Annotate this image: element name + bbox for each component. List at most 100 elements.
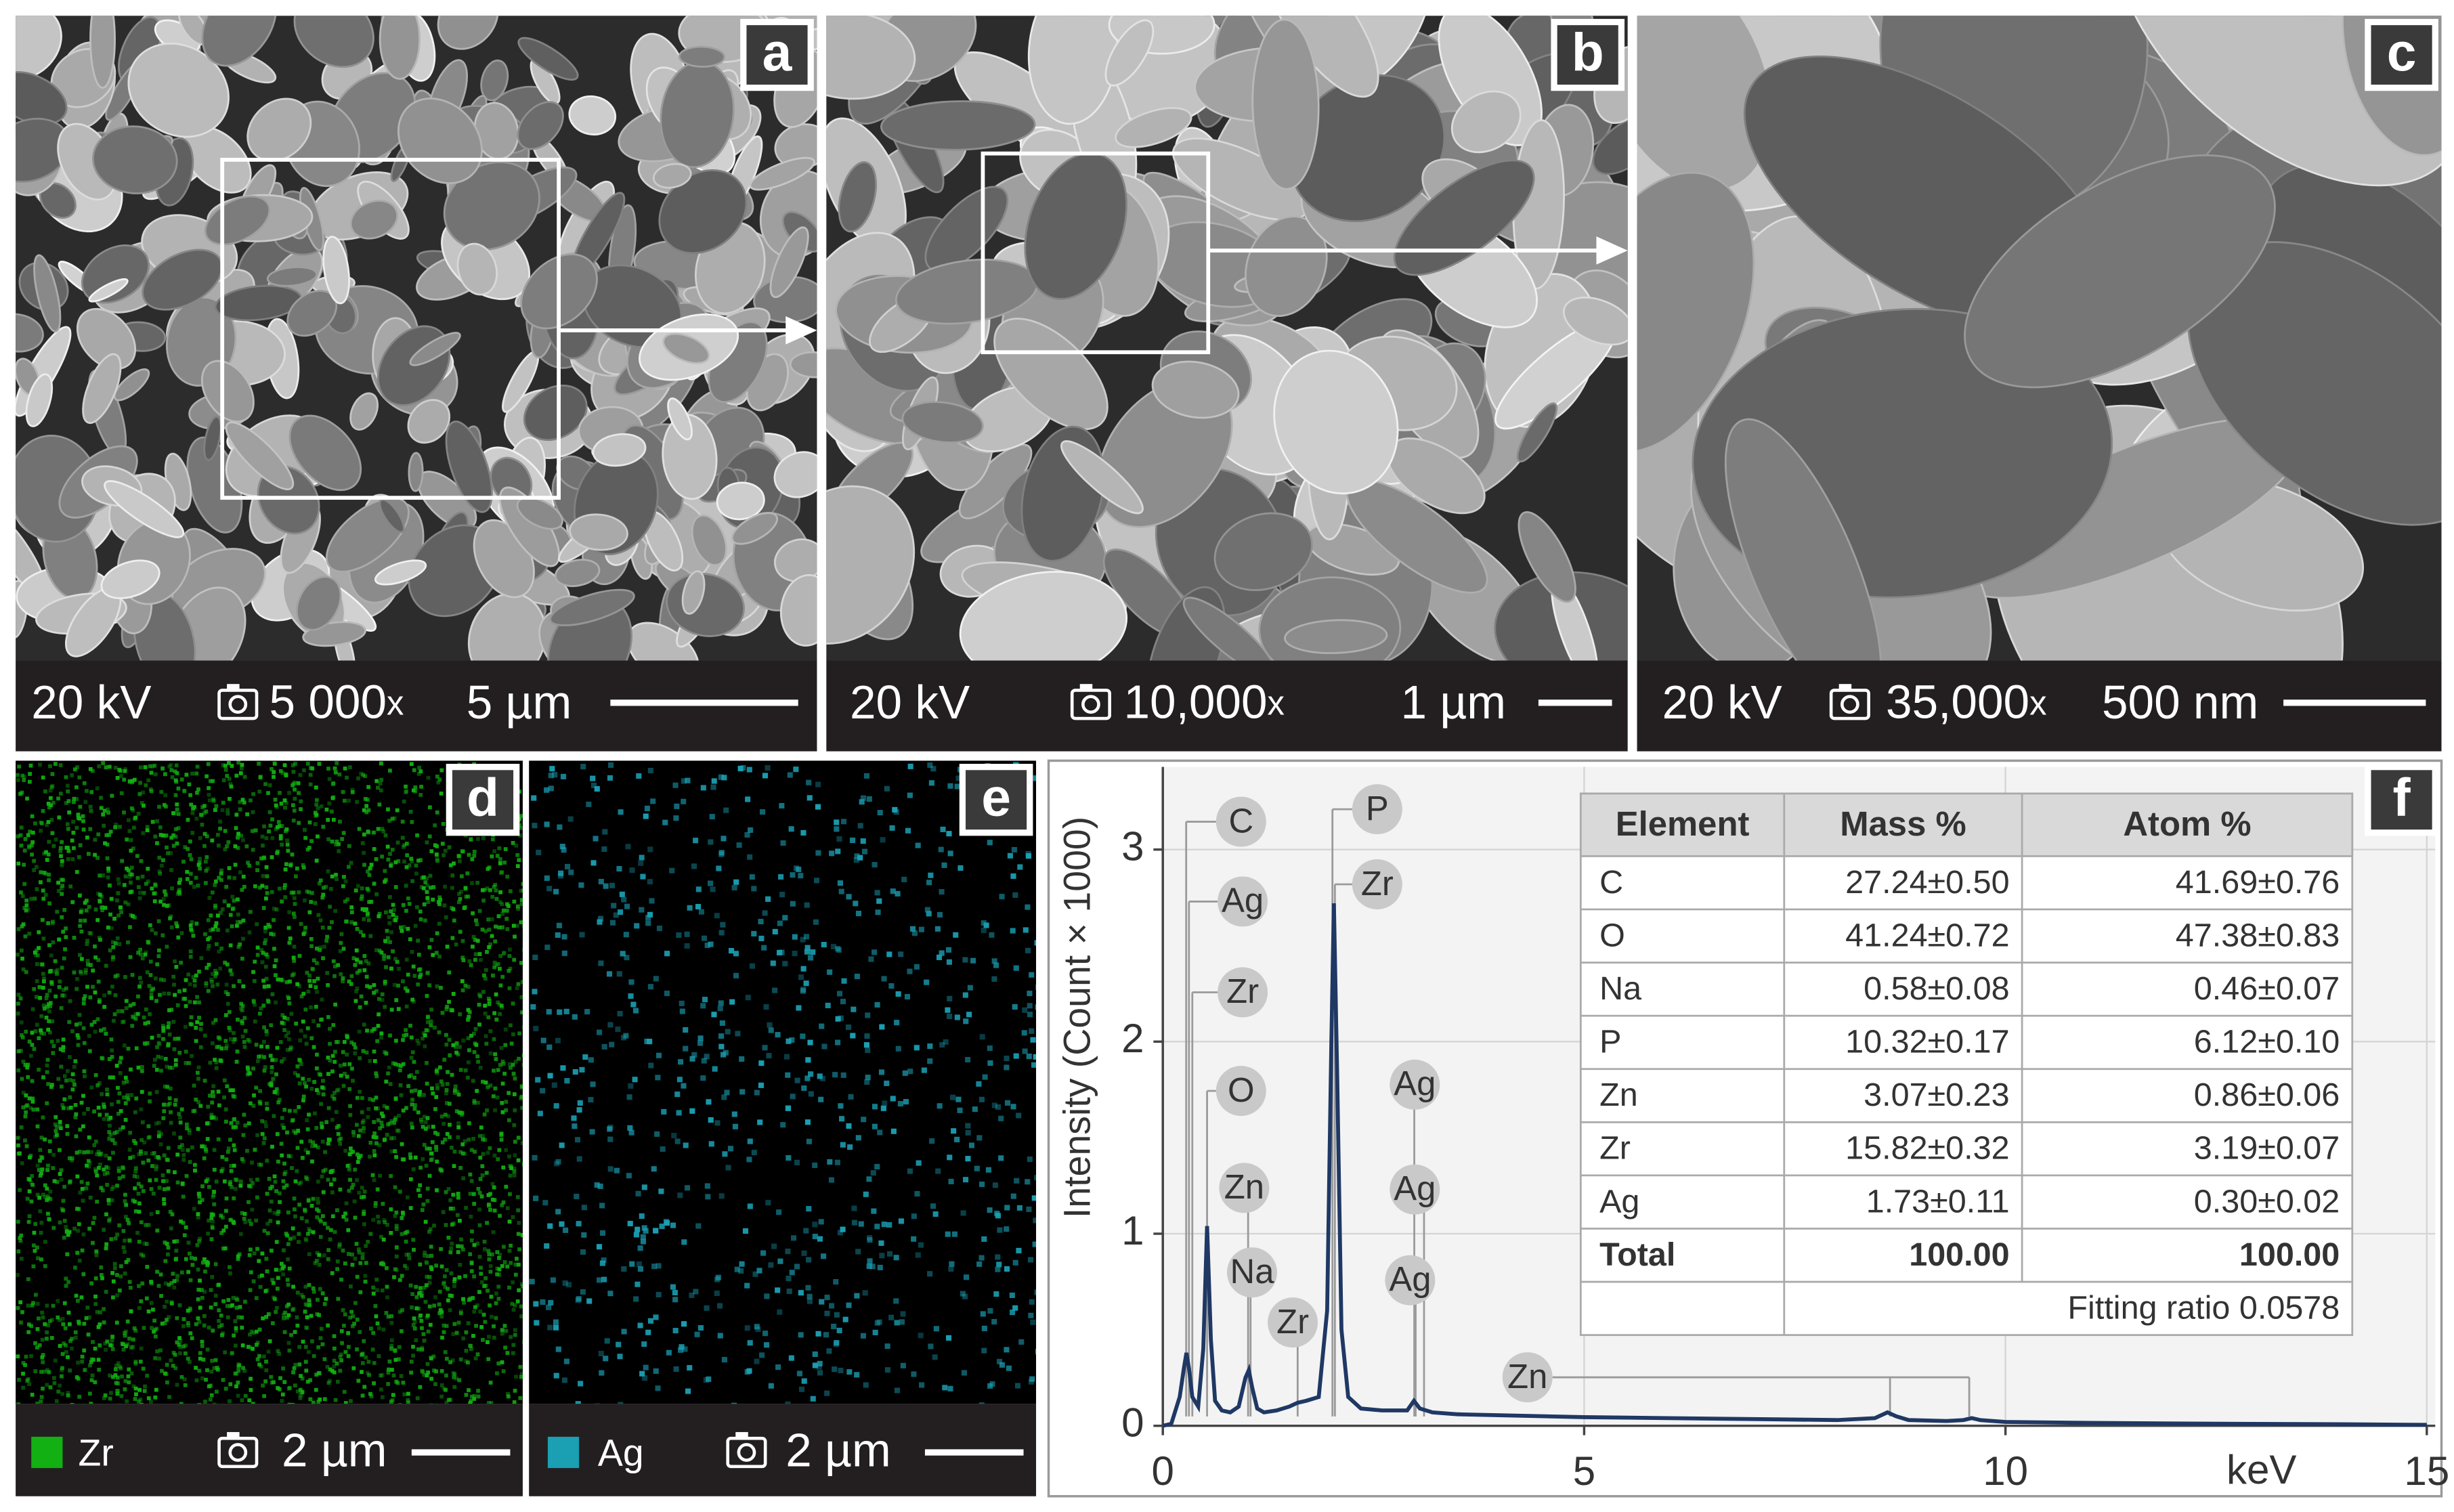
dot xyxy=(82,997,86,1001)
dot xyxy=(519,1282,523,1287)
dot xyxy=(141,1253,146,1258)
dot xyxy=(146,1309,151,1314)
dot xyxy=(219,1323,224,1327)
flake xyxy=(789,351,817,379)
dot xyxy=(303,1236,308,1241)
dot xyxy=(469,1261,474,1266)
dot xyxy=(142,890,146,895)
dot xyxy=(162,1187,167,1192)
dot xyxy=(385,1295,389,1299)
dot xyxy=(72,796,77,801)
dot xyxy=(434,951,439,955)
dot xyxy=(30,830,35,835)
dot xyxy=(61,1198,66,1203)
dot xyxy=(186,817,190,822)
dot xyxy=(78,843,83,848)
dot xyxy=(372,1149,376,1153)
dot xyxy=(264,1029,269,1033)
dot xyxy=(46,1027,51,1032)
dot xyxy=(58,1047,63,1052)
dot xyxy=(408,1155,413,1160)
dot xyxy=(609,1041,615,1047)
dot xyxy=(102,1320,106,1324)
dot xyxy=(276,825,280,829)
dot xyxy=(481,990,486,994)
dot xyxy=(496,1157,500,1161)
dot xyxy=(309,890,314,895)
dot xyxy=(320,1174,324,1179)
dot xyxy=(104,1242,109,1247)
dot xyxy=(466,985,471,989)
dot xyxy=(409,762,414,766)
dot xyxy=(56,1039,60,1043)
dot xyxy=(216,843,221,848)
dot xyxy=(1029,972,1035,978)
dot xyxy=(388,1082,393,1086)
dot xyxy=(388,1121,392,1125)
dot xyxy=(332,817,336,822)
dot xyxy=(498,966,502,971)
dot xyxy=(213,924,218,928)
dot xyxy=(39,1031,44,1035)
dot xyxy=(561,847,567,853)
dot xyxy=(393,1062,397,1066)
dot xyxy=(123,1117,128,1122)
dot xyxy=(138,947,142,952)
dot xyxy=(417,765,422,770)
dot xyxy=(188,923,193,928)
dot xyxy=(91,1221,95,1226)
dot xyxy=(411,964,416,969)
dot xyxy=(66,799,71,803)
dot xyxy=(122,1043,127,1047)
dot xyxy=(45,823,49,827)
dot xyxy=(228,1088,233,1093)
dot xyxy=(393,1267,397,1272)
dot xyxy=(223,1224,228,1229)
dot xyxy=(452,1372,457,1377)
dot xyxy=(472,1243,477,1247)
dot xyxy=(410,997,415,1002)
dot xyxy=(70,1346,74,1351)
dot xyxy=(342,1323,346,1328)
dot xyxy=(30,1173,35,1178)
dot xyxy=(174,965,179,969)
dot xyxy=(272,1174,277,1179)
dot xyxy=(348,1146,353,1151)
dot xyxy=(439,1394,444,1399)
dot xyxy=(47,1149,52,1153)
dot xyxy=(30,852,34,857)
dot xyxy=(35,1107,40,1112)
dot xyxy=(58,1120,62,1124)
dot xyxy=(396,1007,401,1012)
dot xyxy=(341,979,345,984)
dot xyxy=(414,871,418,876)
dot xyxy=(367,900,372,904)
dot xyxy=(214,804,219,808)
dot xyxy=(102,1117,106,1121)
dot xyxy=(744,831,750,838)
dot xyxy=(61,1322,66,1326)
dot xyxy=(217,1324,221,1329)
dot xyxy=(815,804,821,810)
dot xyxy=(142,803,146,808)
dot xyxy=(205,1177,210,1182)
dot xyxy=(133,1186,137,1190)
dot xyxy=(314,1066,319,1071)
dot xyxy=(433,843,437,848)
dot xyxy=(512,1173,517,1178)
dot xyxy=(255,953,260,957)
dot xyxy=(328,905,332,909)
dot xyxy=(653,1368,659,1374)
dot xyxy=(150,928,154,932)
dot xyxy=(445,945,450,949)
dot xyxy=(458,1218,462,1223)
dot xyxy=(135,1175,139,1179)
dot xyxy=(411,1354,416,1358)
dot xyxy=(58,1122,62,1127)
dot xyxy=(33,1222,38,1226)
dot xyxy=(420,1368,425,1373)
dot xyxy=(987,1308,993,1314)
dot xyxy=(282,1316,286,1320)
dot xyxy=(376,997,381,1001)
dot xyxy=(419,1119,424,1124)
